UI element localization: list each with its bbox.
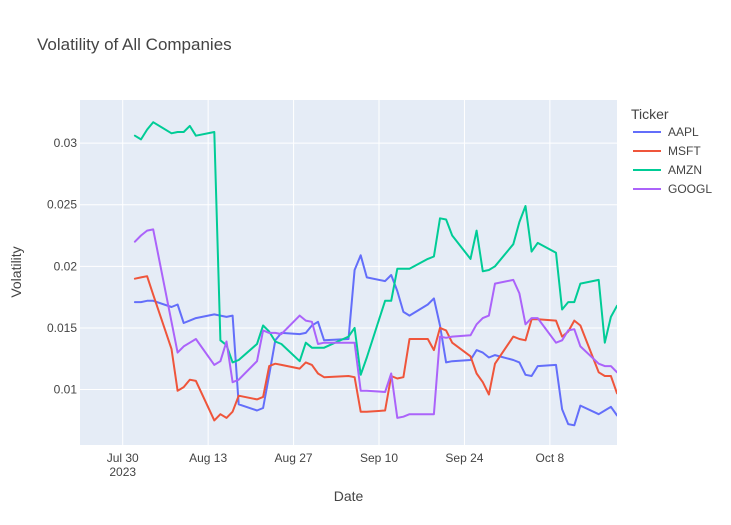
y-tick-label: 0.03 xyxy=(54,136,78,150)
y-tick-label: 0.015 xyxy=(47,321,77,335)
x-tick-label: Oct 8 xyxy=(536,451,565,465)
legend-item-msft[interactable]: MSFT xyxy=(633,144,701,158)
gridlines xyxy=(80,100,617,445)
y-tick-label: 0.025 xyxy=(47,198,77,212)
legend[interactable]: Ticker AAPL MSFT AMZN GOOGL xyxy=(631,106,712,196)
x-tick-label: Sep 24 xyxy=(445,451,483,465)
legend-label: AAPL xyxy=(668,125,699,139)
series-line-msft[interactable] xyxy=(133,275,617,422)
legend-label: AMZN xyxy=(668,163,702,177)
chart-title: Volatility of All Companies xyxy=(37,35,232,54)
x-tick-label: Sep 10 xyxy=(360,451,398,465)
legend-item-amzn[interactable]: AMZN xyxy=(633,163,702,177)
legend-title: Ticker xyxy=(631,106,669,122)
legend-item-googl[interactable]: GOOGL xyxy=(633,182,712,196)
legend-label: GOOGL xyxy=(668,182,712,196)
series-line-googl[interactable] xyxy=(133,228,617,419)
legend-label: MSFT xyxy=(668,144,701,158)
legend-item-aapl[interactable]: AAPL xyxy=(633,125,699,139)
series-line-aapl[interactable] xyxy=(133,254,617,427)
x-tick-label: Aug 13 xyxy=(189,451,227,465)
legend-items[interactable]: AAPL MSFT AMZN GOOGL xyxy=(633,125,712,196)
x-tick-label: Aug 27 xyxy=(275,451,313,465)
y-tick-label: 0.02 xyxy=(54,259,78,273)
x-tick-sublabel: 2023 xyxy=(109,465,136,479)
x-axis-title: Date xyxy=(334,488,364,504)
y-tick-label: 0.01 xyxy=(54,383,78,397)
series-line-amzn[interactable] xyxy=(133,121,617,376)
y-axis-ticks: 0.01 0.015 0.02 0.025 0.03 xyxy=(47,136,77,396)
series-lines[interactable] xyxy=(133,121,617,427)
y-axis-title: Volatility xyxy=(8,246,24,297)
plot-background xyxy=(80,100,617,445)
x-tick-label: Jul 30 xyxy=(107,451,139,465)
